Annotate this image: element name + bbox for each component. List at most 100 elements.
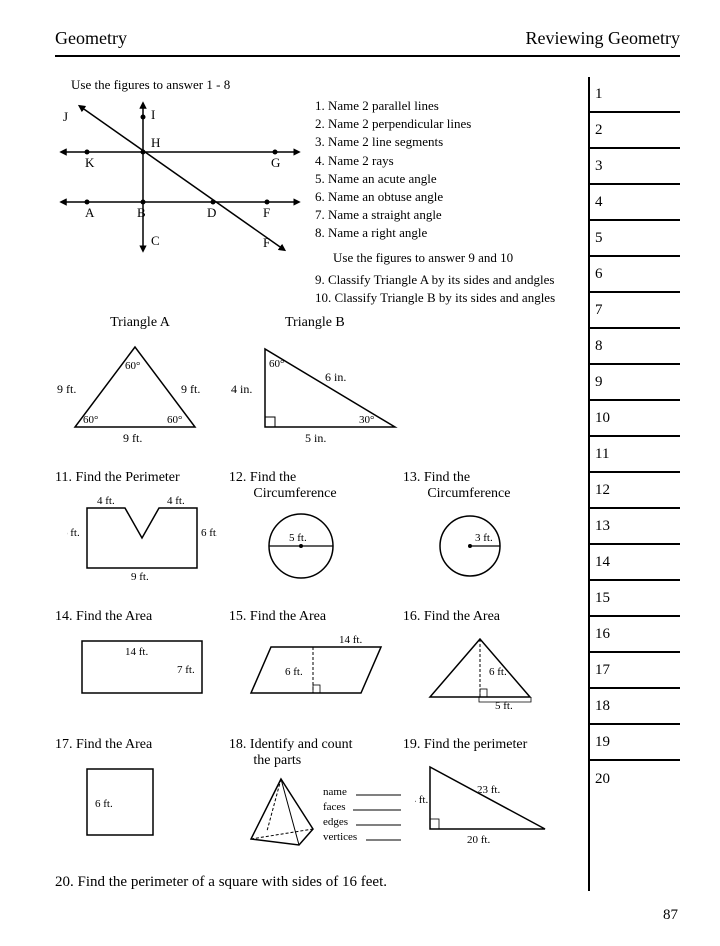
answer-14[interactable]: 14 [590,545,680,581]
answer-4[interactable]: 4 [590,185,680,221]
p12-t2: Circumference [253,486,336,501]
p18: 18. Identify and count the parts name fa… [229,737,403,856]
svg-text:6 ft.: 6 ft. [201,527,217,539]
q2: 2. Name 2 perpendicular lines [315,115,555,133]
q4: 4. Name 2 rays [315,152,555,170]
svg-text:6 in.: 6 in. [325,370,346,384]
answer-18[interactable]: 18 [590,689,680,725]
svg-text:9 ft.: 9 ft. [131,571,149,580]
p15-title: 15. Find the Area [229,609,403,625]
answer-13[interactable]: 13 [590,509,680,545]
svg-text:14 ft.: 14 ft. [339,634,362,646]
svg-text:vertices: vertices [323,831,357,843]
p17: 17. Find the Area 6 ft. [55,737,229,856]
svg-text:23 ft.: 23 ft. [477,784,500,796]
svg-text:9 ft.: 9 ft. [57,382,76,396]
line-diagram: J I H K G A B D F C F [55,97,305,257]
triangle-b-label: Triangle B [285,315,425,331]
svg-text:4 ft.: 4 ft. [167,495,185,507]
svg-text:60°: 60° [167,414,182,426]
intro-text: Use the figures to answer 1 - 8 [71,77,582,93]
answer-6[interactable]: 6 [590,257,680,293]
svg-text:G: G [271,155,280,170]
svg-text:I: I [151,107,155,122]
answer-2[interactable]: 2 [590,113,680,149]
q6: 6. Name an obtuse angle [315,188,555,206]
svg-text:J: J [63,109,68,124]
svg-text:5 in.: 5 in. [305,431,326,445]
answer-16[interactable]: 16 [590,617,680,653]
svg-text:A: A [85,205,95,220]
svg-text:30°: 30° [359,414,374,426]
svg-text:14 ft.: 14 ft. [125,646,148,658]
svg-text:D: D [207,205,216,220]
p12: 12. Find the Circumference 5 ft. [229,470,403,591]
triangle-a: Triangle A 60° 60° 60° 9 ft. 9 ft. 9 ft. [55,315,225,452]
p17-title: 17. Find the Area [55,737,229,753]
answer-19[interactable]: 19 [590,725,680,761]
svg-text:9 ft.: 9 ft. [123,431,142,445]
header-rule [55,55,680,57]
triangle-b: Triangle B 60° 30° 4 in. 6 in. 5 in. [225,315,425,452]
question-list: 1. Name 2 parallel lines 2. Name 2 perpe… [305,97,555,307]
header-left: Geometry [55,28,127,49]
q5: 5. Name an acute angle [315,170,555,188]
p14-title: 14. Find the Area [55,609,229,625]
p18-t1: 18. Identify and count [229,737,353,752]
q3: 3. Name 2 line segments [315,133,555,151]
svg-text:9 ft.: 9 ft. [181,382,200,396]
svg-text:C: C [151,233,160,248]
answer-17[interactable]: 17 [590,653,680,689]
svg-text:name: name [323,786,347,798]
page-number: 87 [663,907,678,924]
answer-9[interactable]: 9 [590,365,680,401]
svg-text:7 ft.: 7 ft. [177,664,195,676]
triangle-a-label: Triangle A [55,315,225,331]
svg-text:60°: 60° [269,358,284,370]
sub-910: Use the figures to answer 9 and 10 [315,249,555,267]
p14: 14. Find the Area 14 ft. 7 ft. [55,609,229,719]
svg-text:14 ft.: 14 ft. [415,794,428,806]
answer-5[interactable]: 5 [590,221,680,257]
svg-text:F: F [263,205,270,220]
answer-column: 1 2 3 4 5 6 7 8 9 10 11 12 13 14 15 16 1… [588,77,680,891]
p13-t2: Circumference [427,486,510,501]
svg-text:60°: 60° [125,360,140,372]
svg-text:4 ft.: 4 ft. [97,495,115,507]
p16-title: 16. Find the Area [403,609,577,625]
answer-1[interactable]: 1 [590,77,680,113]
p20: 20. Find the perimeter of a square with … [55,874,582,891]
svg-text:60°: 60° [83,414,98,426]
answer-11[interactable]: 11 [590,437,680,473]
svg-text:K: K [85,155,95,170]
svg-text:5 ft.: 5 ft. [289,532,307,544]
answer-3[interactable]: 3 [590,149,680,185]
p19-title: 19. Find the perimeter [403,737,577,753]
answer-15[interactable]: 15 [590,581,680,617]
p11: 11. Find the Perimeter 4 ft. 4 ft. 6 ft.… [55,470,229,591]
page-header: Geometry Reviewing Geometry [55,28,680,49]
p12-t1: 12. Find the [229,470,296,485]
p11-title: 11. Find the Perimeter [55,470,229,486]
svg-text:6 ft.: 6 ft. [95,798,113,810]
svg-text:H: H [151,135,160,150]
svg-text:6 ft.: 6 ft. [285,666,303,678]
p15: 15. Find the Area 14 ft. 6 ft. [229,609,403,719]
p13: 13. Find the Circumference 3 ft. [403,470,577,591]
p18-t2: the parts [253,753,301,768]
answer-8[interactable]: 8 [590,329,680,365]
answer-20[interactable]: 20 [590,761,680,797]
answer-7[interactable]: 7 [590,293,680,329]
header-right: Reviewing Geometry [526,28,680,49]
svg-text:6 ft.: 6 ft. [67,527,80,539]
p19: 19. Find the perimeter 14 ft. 23 ft. 20 … [403,737,577,856]
svg-text:6 ft.: 6 ft. [489,666,507,678]
answer-12[interactable]: 12 [590,473,680,509]
q10: 10. Classify Triangle B by its sides and… [315,289,555,307]
p13-t1: 13. Find the [403,470,470,485]
svg-text:20 ft.: 20 ft. [467,834,490,846]
svg-text:4 in.: 4 in. [231,382,252,396]
svg-text:faces: faces [323,801,346,813]
answer-10[interactable]: 10 [590,401,680,437]
q8: 8. Name a right angle [315,224,555,242]
